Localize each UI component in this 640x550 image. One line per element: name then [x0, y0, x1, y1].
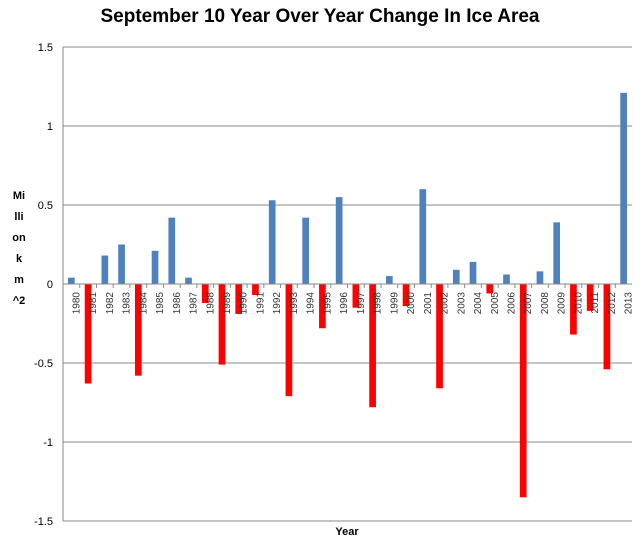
- bar-2006: [503, 274, 510, 284]
- x-tick-label: 2006: [506, 292, 517, 315]
- bar-1993: [285, 284, 293, 397]
- x-tick-label: 1985: [155, 292, 166, 315]
- bar-1999: [385, 276, 393, 284]
- x-tick-label: 1990: [239, 292, 250, 315]
- x-tick-label: 2009: [557, 292, 568, 315]
- y-tick-label: -0.5: [34, 358, 53, 370]
- x-tick-label: 1984: [138, 292, 149, 315]
- bar-2011: [586, 284, 594, 311]
- x-tick-label: 1988: [205, 292, 216, 315]
- bar-1992: [268, 200, 276, 284]
- x-tick-label: 1994: [306, 292, 317, 315]
- bar-1989: [218, 284, 226, 365]
- x-tick-label: 1993: [289, 292, 300, 315]
- x-tick-label: 1992: [272, 292, 283, 315]
- y-tick-label: 1.5: [38, 42, 53, 54]
- bar-1996: [335, 197, 343, 284]
- bar-1998: [369, 284, 376, 408]
- x-tick-label: 2012: [607, 292, 618, 315]
- bar-1995: [319, 284, 326, 329]
- x-tick-label: 1995: [322, 292, 333, 315]
- bar-2012: [603, 284, 611, 370]
- bar-1986: [168, 217, 176, 284]
- x-tick-label: 2010: [573, 292, 584, 315]
- x-tick-label: 1998: [373, 292, 384, 315]
- bar-1997: [352, 284, 360, 308]
- x-tick-label: 1997: [356, 292, 367, 315]
- x-tick-label: 2003: [456, 292, 467, 315]
- bar-2010: [570, 284, 577, 335]
- x-tick-label: 1996: [339, 292, 350, 315]
- x-tick-label: 2004: [473, 292, 484, 315]
- x-tick-label: 1991: [255, 292, 266, 315]
- bar-2005: [486, 284, 494, 294]
- x-tick-label: 1987: [189, 292, 200, 315]
- y-axis-label: Million km^2: [12, 190, 26, 307]
- x-tick-label: 2005: [490, 292, 501, 315]
- x-tick-label: 2002: [440, 292, 451, 315]
- x-tick-label: 1982: [105, 292, 116, 315]
- bar-1988: [201, 284, 209, 303]
- x-tick-label: 1989: [222, 292, 233, 315]
- x-tick-label: 1986: [172, 292, 183, 315]
- bar-2000: [402, 284, 410, 307]
- bar-1982: [101, 255, 109, 284]
- bar-1981: [84, 284, 92, 384]
- x-tick-label: 1983: [122, 292, 133, 315]
- x-tick-label: 1981: [88, 292, 99, 315]
- bar-2004: [469, 261, 477, 284]
- bar-1994: [302, 217, 310, 284]
- bar-2003: [452, 269, 460, 284]
- x-tick-label: 2007: [523, 292, 534, 315]
- bar-1985: [151, 250, 159, 284]
- bar-1983: [118, 244, 125, 284]
- x-tick-label: 2000: [406, 292, 417, 315]
- y-tick-label: -1.5: [34, 516, 53, 528]
- x-tick-label: 1980: [71, 292, 82, 315]
- x-tick-label: 2001: [423, 292, 434, 315]
- bar-2001: [419, 189, 427, 284]
- y-tick-label: -1: [43, 437, 53, 449]
- x-tick-label: 1999: [389, 292, 400, 315]
- x-tick-label: 2013: [624, 292, 635, 315]
- bar-2009: [553, 222, 561, 284]
- bar-1991: [252, 284, 259, 296]
- y-tick-label: 0.5: [38, 200, 53, 212]
- chart-title: September 10 Year Over Year Change In Ic…: [100, 6, 540, 27]
- x-tick-label: 2008: [540, 292, 551, 315]
- bar-1984: [134, 284, 142, 376]
- x-axis-label: Year: [335, 526, 359, 538]
- bar-2013: [620, 92, 627, 284]
- bar-1980: [68, 277, 75, 284]
- y-tick-label: 1: [47, 121, 53, 133]
- bar-2007: [519, 284, 527, 498]
- bar-1987: [185, 277, 192, 284]
- x-tick-label: 2011: [590, 292, 601, 314]
- y-tick-label: 0: [47, 279, 53, 291]
- bar-2002: [436, 284, 443, 389]
- bar-1990: [235, 284, 243, 315]
- bar-2008: [536, 271, 544, 284]
